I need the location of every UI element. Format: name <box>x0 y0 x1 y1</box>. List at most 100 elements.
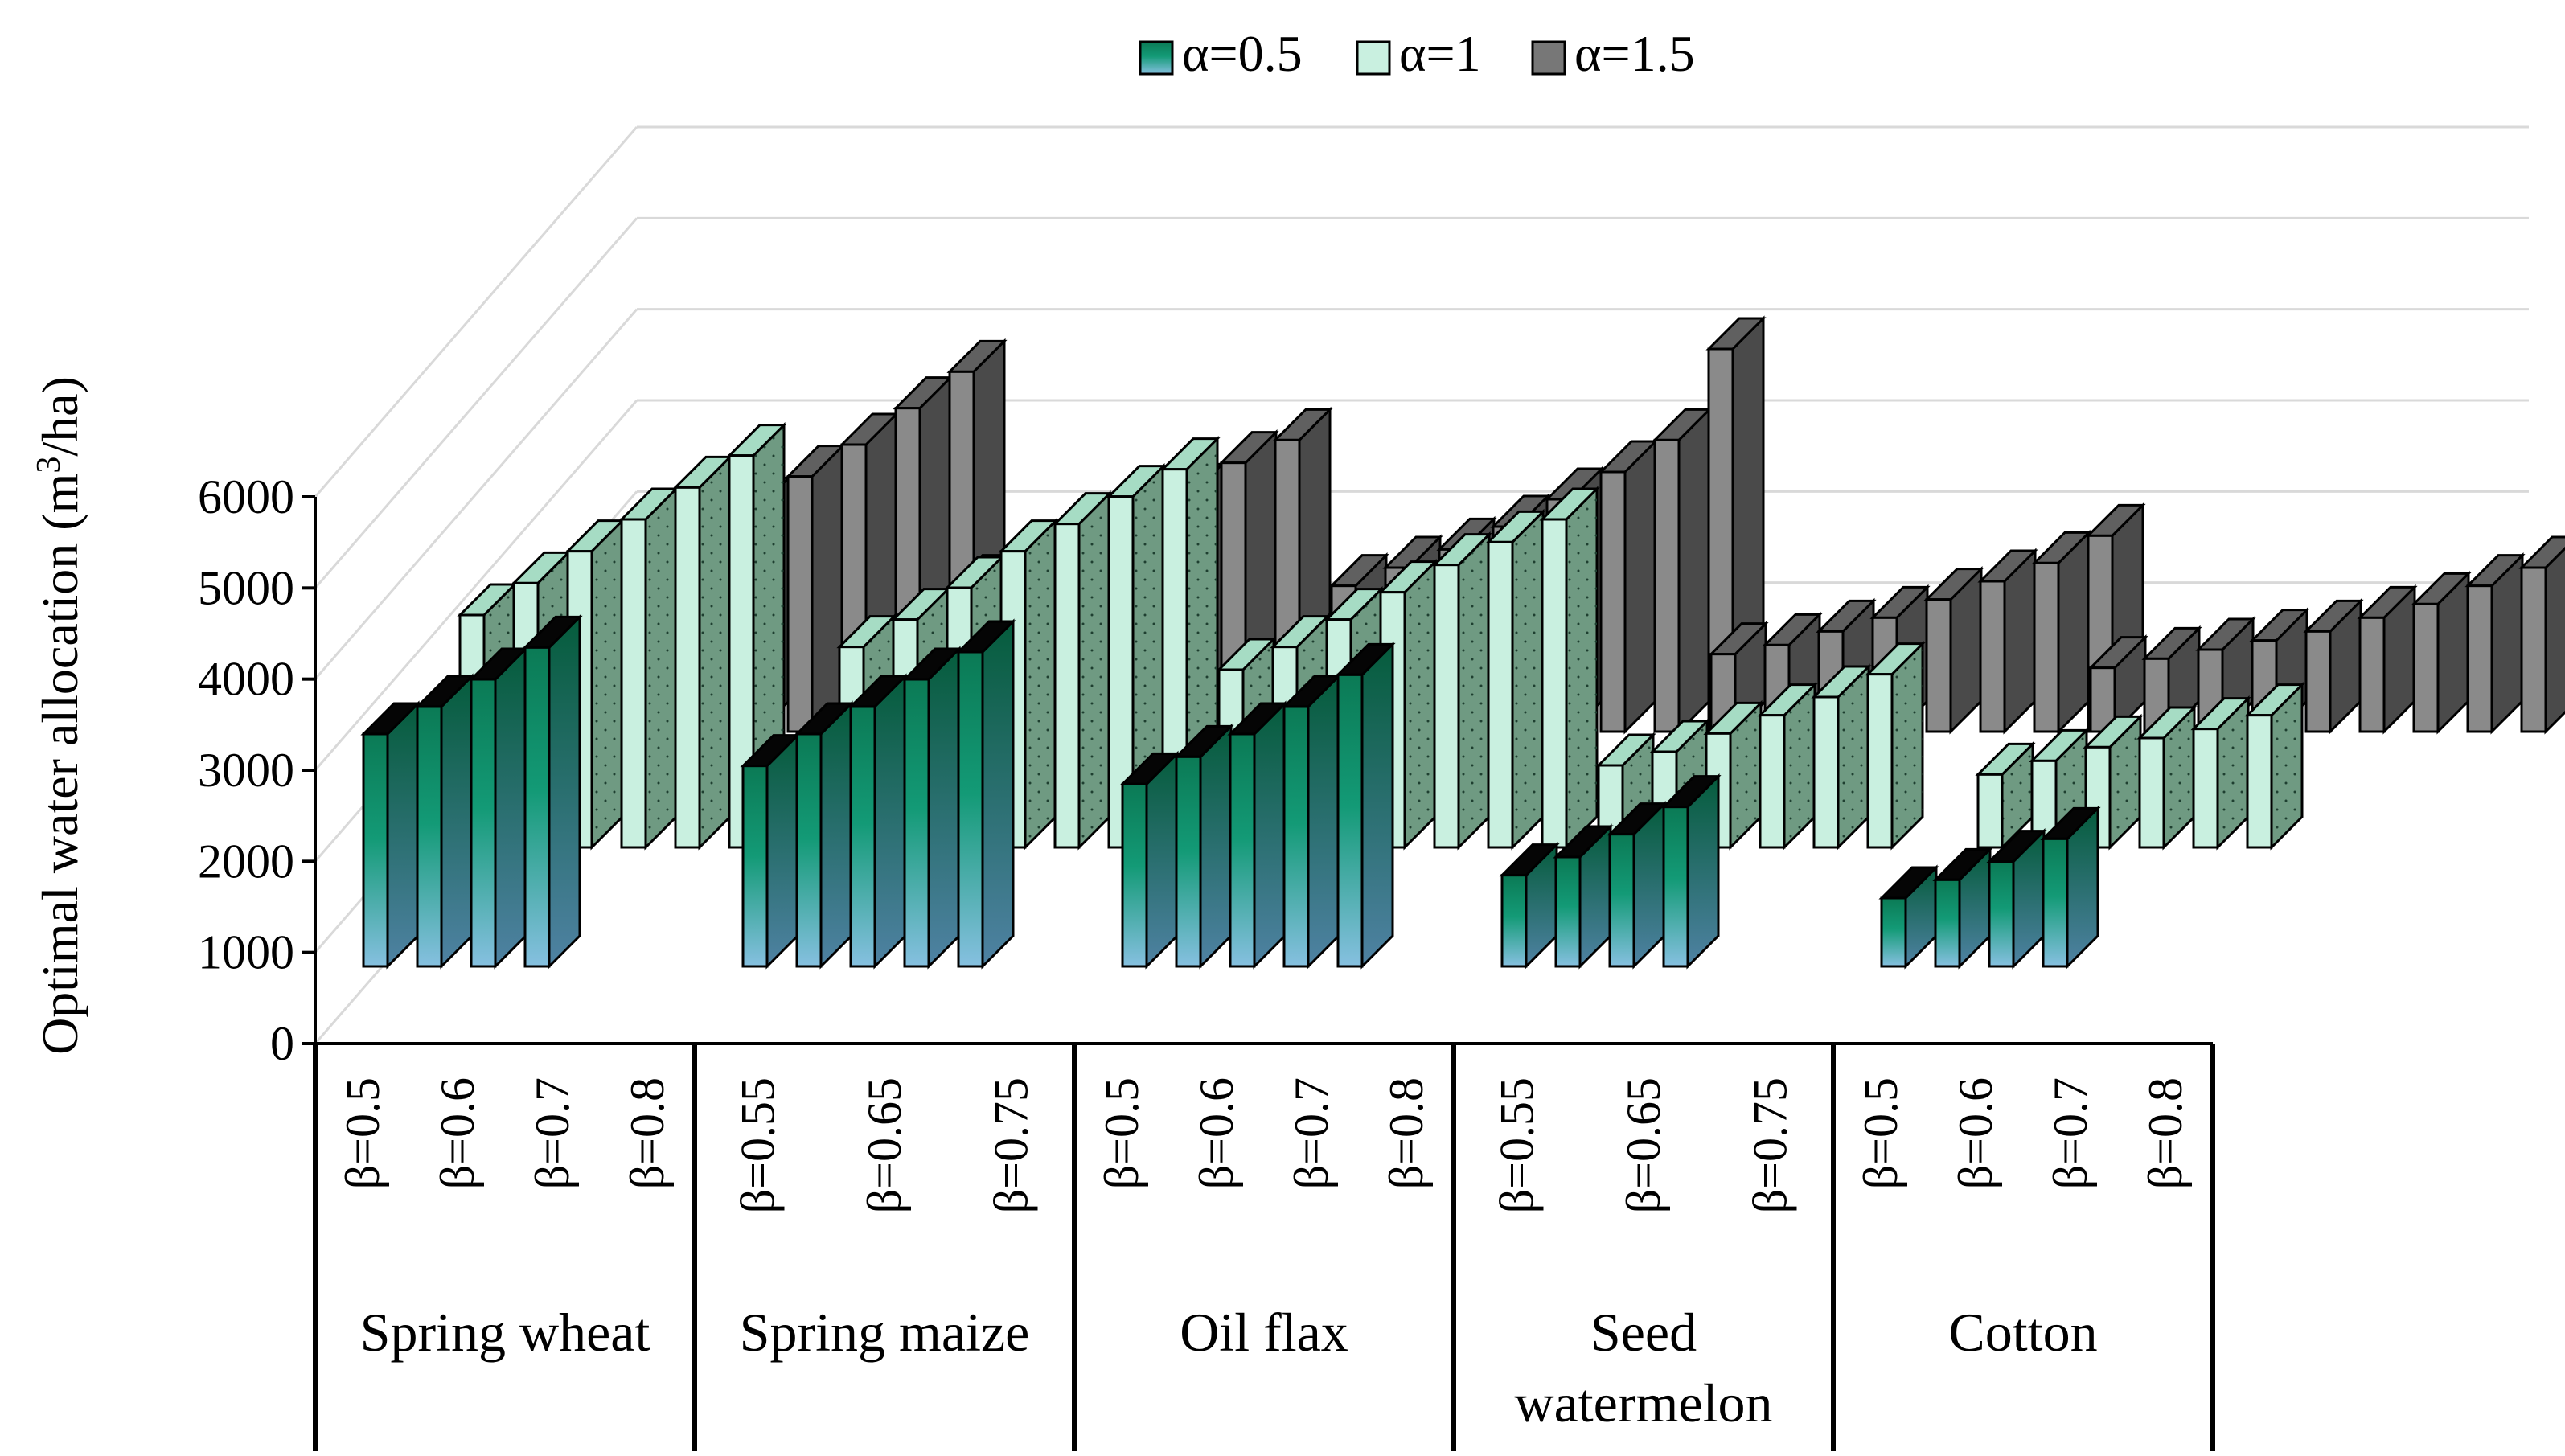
bar-alpha-1: α=1 : 3600 <box>1539 486 1600 851</box>
bar-alpha-0-5: α=0.5 : 2850 <box>414 673 475 970</box>
x-group-label-crop: Seed <box>1590 1302 1697 1363</box>
bar-side-pattern <box>2218 698 2248 847</box>
bar-alpha-1-5: α=1.5 : 1800 <box>2518 535 2565 735</box>
bar-alpha-1: α=1 : 1450 <box>2244 682 2305 851</box>
bar-front <box>2412 602 2440 733</box>
bar-alpha-0-5: α=0.5 : 950 <box>1932 846 1993 970</box>
y-axis-title: Optimal water allocation (m3/ha) <box>31 376 88 1055</box>
legend: α=0.5 α=1 α=1.5 <box>1139 25 1695 82</box>
gridline-side <box>314 126 638 498</box>
bar-alpha-0-5: α=0.5 : 2550 <box>1227 700 1288 970</box>
bar-side <box>765 732 799 970</box>
x-tick-label-beta: β=0.75 <box>984 1077 1037 1213</box>
bar-alpha-1-5: α=1.5 : 1600 <box>2464 552 2526 735</box>
bar-alpha-0-5: α=0.5 : 1750 <box>1660 773 1722 970</box>
bar-side <box>494 646 527 970</box>
bar-alpha-1: α=1 : 3950 <box>672 453 733 851</box>
x-tick-label-beta: β=0.55 <box>732 1077 785 1213</box>
bar-alpha-1: α=1 : 1300 <box>2190 695 2251 851</box>
bar-alpha-0-5: α=0.5 : 2200 <box>740 732 801 970</box>
x-tick-label-beta: β=0.75 <box>1743 1077 1796 1213</box>
bar-alpha-1: α=1 : 1650 <box>1811 663 1872 851</box>
y-tick-label: 2000 <box>198 835 294 888</box>
legend-swatch-alpha-1-5 <box>1531 40 1566 76</box>
bar-front <box>1979 580 2006 733</box>
x-tick-label-beta: β=0.55 <box>1491 1077 1544 1213</box>
bar-front <box>2520 566 2547 733</box>
bar-side <box>811 443 844 735</box>
bar-side <box>440 673 474 970</box>
bar-side-pattern <box>1566 489 1597 847</box>
bar-front <box>523 646 551 968</box>
x-tick-label-beta: β=0.7 <box>1285 1077 1338 1189</box>
bar-side <box>386 700 420 970</box>
bar-front <box>362 732 389 968</box>
bar-front <box>2304 630 2332 733</box>
bar-front <box>957 650 984 968</box>
bar-front <box>1541 518 1568 849</box>
bar-alpha-0-5: α=0.5 : 3150 <box>468 646 529 970</box>
bar-front <box>1934 878 1961 968</box>
bar-front <box>1866 673 1894 849</box>
bar-front <box>2246 714 2273 849</box>
gridline-side <box>314 217 638 589</box>
bar-side <box>1623 438 1657 735</box>
bar-front <box>2466 584 2493 733</box>
bar-side <box>981 618 1015 970</box>
bar-alpha-1: α=1 : 1200 <box>2136 704 2198 851</box>
bar-front <box>1175 755 1202 968</box>
bar-side <box>1253 700 1287 970</box>
bar-front <box>849 705 876 968</box>
y-tick-label: 4000 <box>198 653 294 706</box>
bar-alpha-0-5: α=0.5 : 3150 <box>901 646 962 970</box>
bar-alpha-0-5: α=0.5 : 2000 <box>1119 750 1180 970</box>
bar-side <box>1199 723 1233 970</box>
bar-alpha-0-5: α=0.5 : 1200 <box>1553 823 1614 970</box>
bar-alpha-0-5: α=0.5 : 1150 <box>1986 828 2047 970</box>
bar-front <box>1662 806 1689 968</box>
legend-label-alpha-1: α=1 <box>1399 25 1481 82</box>
bar-alpha-1: α=1 : 3850 <box>1106 463 1167 851</box>
y-tick-label: 6000 <box>198 470 294 523</box>
x-tick-label-beta: β=0.6 <box>431 1077 484 1189</box>
bar-front <box>1554 855 1582 968</box>
legend-swatch-alpha-1 <box>1356 40 1391 76</box>
bar-side-pattern <box>1730 703 1761 847</box>
bar-front <box>1336 673 1364 968</box>
bar-front <box>620 518 647 849</box>
bar-alpha-0-5: α=0.5 : 750 <box>1878 864 1939 970</box>
bar-front <box>1107 495 1135 849</box>
bar-front <box>1812 695 1840 849</box>
bar-side <box>873 673 907 970</box>
x-tick-label-beta: β=0.5 <box>1854 1077 1907 1189</box>
bar-side <box>819 700 853 970</box>
bar-alpha-1-5: α=1.5 : 1250 <box>2357 584 2418 735</box>
bar-alpha-1: α=1 : 3350 <box>1485 508 1546 851</box>
bar-alpha-0-5: α=0.5 : 2850 <box>847 673 909 970</box>
bar-front <box>1229 732 1256 968</box>
bar-front <box>1976 773 2004 849</box>
bar-alpha-1: α=1 : 1450 <box>1757 682 1818 851</box>
bar-front <box>1500 874 1528 968</box>
x-group-label-crop: Cotton <box>1948 1302 2097 1363</box>
bar-front <box>1880 896 1907 968</box>
bar-side <box>1677 406 1711 735</box>
bar-side <box>548 613 581 970</box>
y-tick-label: 1000 <box>198 926 294 979</box>
bar-front <box>795 732 823 968</box>
y-tick-label: 5000 <box>198 561 294 614</box>
bar-side-pattern <box>1405 561 1435 847</box>
bar-alpha-1: α=1 : 1900 <box>1865 641 1926 851</box>
bar-front <box>416 705 443 968</box>
bar-alpha-1-5: α=1.5 : 2850 <box>1598 438 1659 735</box>
bar-side <box>1145 750 1179 970</box>
x-group-label-crop: Spring maize <box>740 1302 1030 1363</box>
bar-side-pattern <box>700 457 730 847</box>
bar-alpha-0-5: α=0.5 : 2550 <box>360 700 421 970</box>
x-group-label-crop: Oil flax <box>1180 1302 1348 1363</box>
bar-front <box>674 486 701 849</box>
bar-alpha-0-5: α=0.5 : 2300 <box>1173 723 1234 970</box>
bar-front <box>1053 523 1081 849</box>
bar-alpha-1: α=1 : 3600 <box>618 486 679 851</box>
